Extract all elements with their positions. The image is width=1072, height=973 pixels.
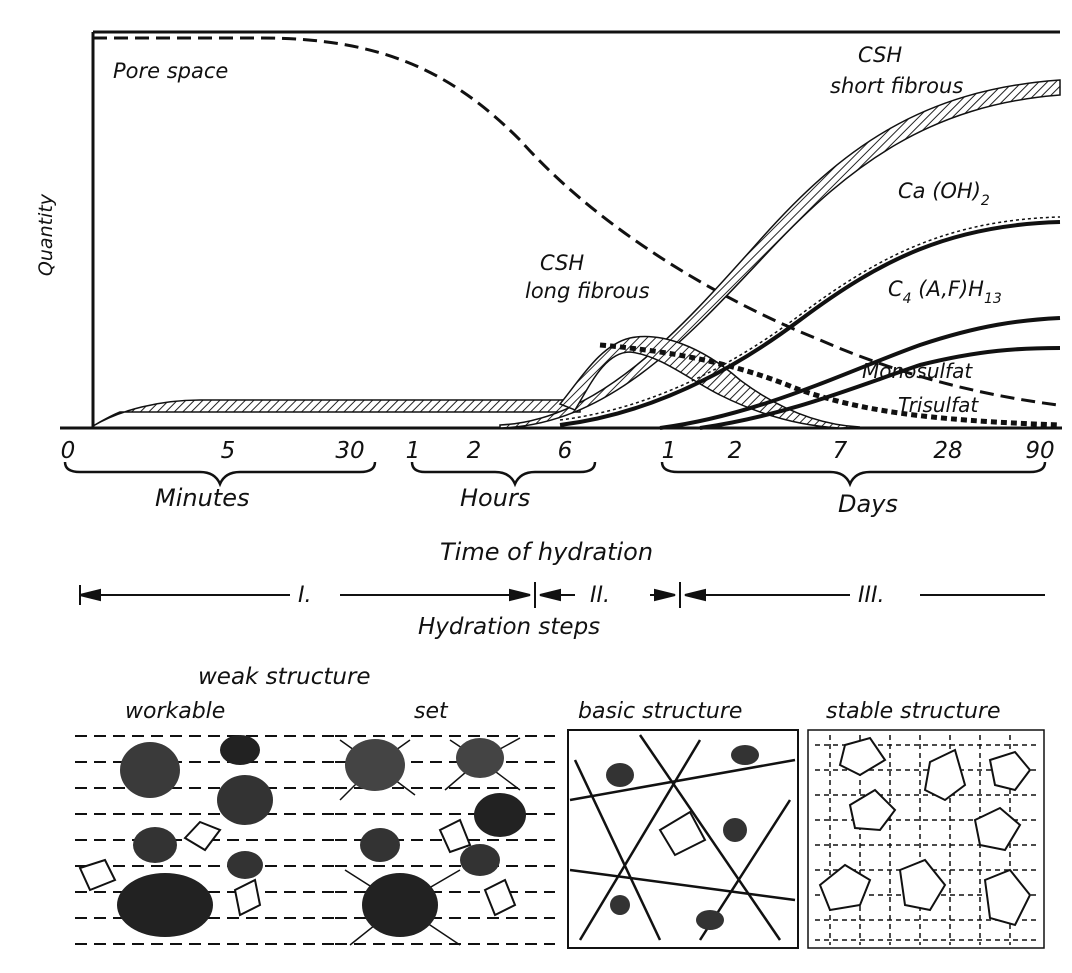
csh-long-fibrous-band xyxy=(558,335,861,429)
hours-label: Hours xyxy=(460,484,530,512)
c4afh13-curve xyxy=(659,316,1061,430)
csh-long-label-1: CSH xyxy=(540,251,584,275)
pore-space-label: Pore space xyxy=(113,59,228,83)
csh-short-label-1: CSH xyxy=(858,43,902,67)
x-tick-label: 5 xyxy=(221,438,236,464)
caoh2-label: Ca (OH)2 xyxy=(898,179,990,209)
pore-space-curve xyxy=(93,36,1059,407)
panel-basic-structure xyxy=(567,729,799,949)
panel-set xyxy=(335,735,555,946)
csh-short-fibrous-band xyxy=(499,79,1061,429)
minutes-label: Minutes xyxy=(155,484,249,512)
days-label: Days xyxy=(838,490,898,518)
x-axis-title: Time of hydration xyxy=(440,538,653,566)
csh-long-label-2: long fibrous xyxy=(525,279,650,303)
x-tick-label: 0 xyxy=(61,438,76,464)
x-tick-label: 1 xyxy=(406,438,421,464)
early-plateau-band xyxy=(92,394,581,427)
monosulfat-label: Monosulfat xyxy=(862,359,973,383)
x-tick-label: 2 xyxy=(728,438,743,464)
step-1-label: I. xyxy=(298,583,311,608)
x-tick-label: 1 xyxy=(662,438,677,464)
y-axis-label: Quantity xyxy=(35,193,57,276)
hydration-steps-line xyxy=(79,582,1045,608)
step-3-label: III. xyxy=(858,583,884,608)
panel-label-workable: workable xyxy=(125,699,225,724)
plot-frame xyxy=(60,30,1062,430)
hydration-steps-title: Hydration steps xyxy=(418,614,600,640)
x-tick-label: 7 xyxy=(833,438,848,464)
panel-label-basic: basic structure xyxy=(578,699,742,724)
x-tick-label: 2 xyxy=(467,438,482,464)
x-tick-label: 90 xyxy=(1025,438,1054,464)
csh-short-label-2: short fibrous xyxy=(830,74,963,98)
panel-workable xyxy=(75,735,335,945)
x-tick-label: 28 xyxy=(933,438,962,464)
step-2-label: II. xyxy=(590,583,610,608)
panel-label-stable: stable structure xyxy=(826,699,1001,724)
trisulfat-curve xyxy=(599,342,1061,428)
trisulfat-label: Trisulfat xyxy=(898,393,979,417)
time-braces xyxy=(63,461,1047,488)
panel-stable-structure xyxy=(807,729,1045,949)
x-tick-label: 6 xyxy=(558,438,573,464)
weak-structure-label: weak structure xyxy=(198,664,371,690)
c4afh13-label: C4 (A,F)H13 xyxy=(888,277,1002,307)
monosulfat-curve xyxy=(699,346,1061,430)
caoh2-curve-hatch xyxy=(559,216,1061,421)
x-tick-label: 30 xyxy=(335,438,364,464)
caoh2-curve xyxy=(559,220,1061,427)
x-tick-labels: 0 5 30 1 2 6 1 2 7 28 90 xyxy=(61,438,1055,464)
panel-label-set: set xyxy=(414,699,449,724)
